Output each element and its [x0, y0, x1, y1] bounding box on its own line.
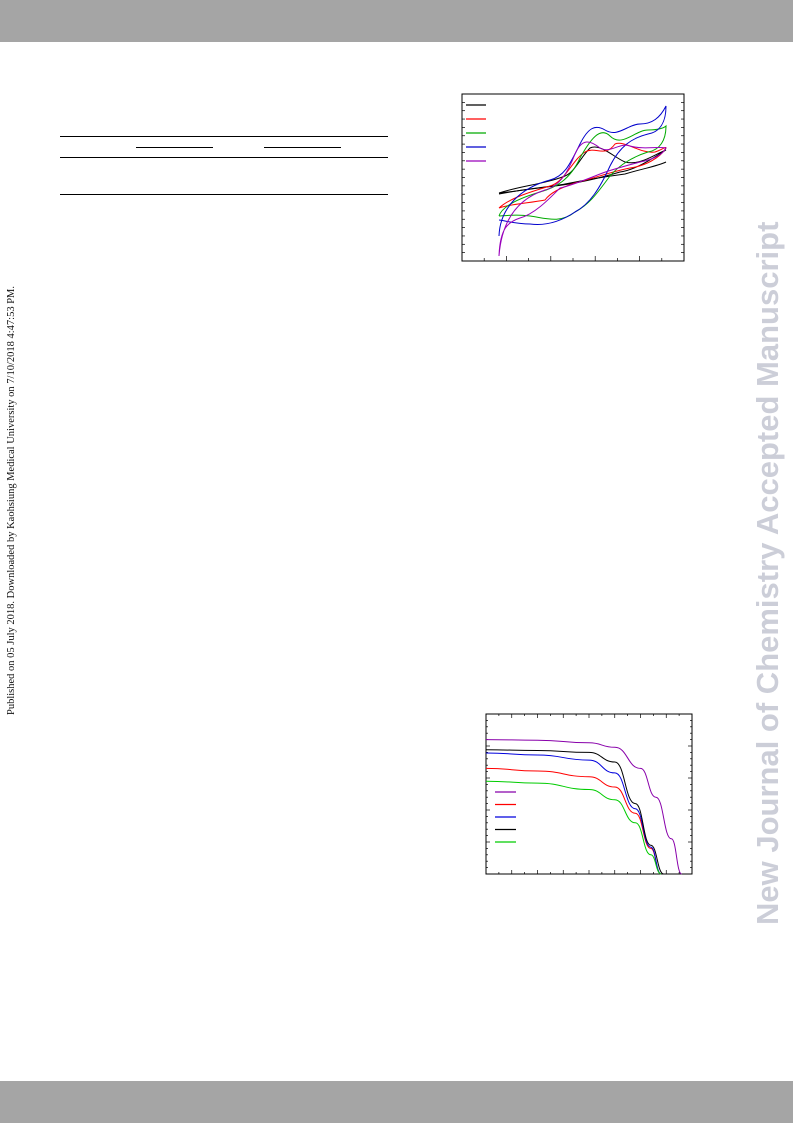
table-header-rule: [60, 157, 388, 158]
jv-series-2: [485, 767, 662, 875]
cv-series-3: [498, 124, 667, 220]
cv-series-4: [498, 105, 667, 237]
cv-plot-frame: [461, 93, 685, 262]
footer-bar: [0, 1081, 793, 1123]
accepted-manuscript-watermark: New Journal of Chemistry Accepted Manusc…: [750, 221, 785, 925]
jv-chart[interactable]: [478, 708, 698, 878]
jv-series-1: [485, 739, 683, 875]
jv-series-3: [485, 752, 662, 875]
table-group-rule-1: [136, 147, 213, 148]
table-bottom-rule: [60, 194, 388, 195]
cv-series-5: [498, 141, 667, 257]
cv-series-1: [498, 146, 667, 194]
cv-chart: [461, 93, 685, 262]
cv-ticks: [461, 93, 685, 262]
jv-ticks: [485, 713, 693, 875]
jv-plot-frame: [485, 713, 693, 875]
jv-legend: [495, 791, 516, 843]
table-top-rule: [60, 136, 388, 137]
header-bar: [0, 0, 793, 42]
publication-note: Published on 05 July 2018. Downloaded by…: [6, 285, 17, 715]
jv-series: [485, 739, 683, 875]
jv-series-4: [485, 749, 664, 875]
cv-legend: [466, 104, 486, 162]
table-group-rule-2: [264, 147, 341, 148]
cv-series-1b: [498, 161, 667, 195]
cv-series-2: [498, 142, 667, 209]
jv-series-5: [485, 780, 662, 875]
cv-series: [498, 105, 667, 257]
